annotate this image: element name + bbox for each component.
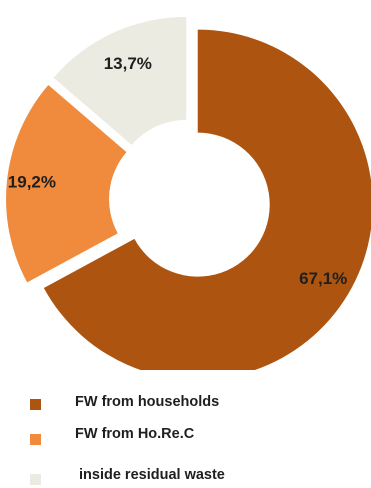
legend-label-residual: inside residual waste: [79, 467, 225, 483]
slice-label-households: 67,1%: [299, 269, 347, 288]
legend-item-households: FW from households: [0, 392, 371, 414]
slice-label-horec: 19,2%: [8, 173, 56, 192]
slice-residual: [53, 16, 187, 145]
slice-label-residual: 13,7%: [104, 54, 152, 73]
slice-horec: [6, 84, 127, 283]
legend-item-residual: inside residual waste: [0, 466, 371, 488]
slice-households: [43, 29, 371, 370]
legend-item-horec: FW from Ho.Re.C: [0, 426, 371, 448]
legend-swatch-horec: [30, 434, 41, 445]
legend-swatch-households: [30, 399, 41, 410]
legend-label-horec: FW from Ho.Re.C: [75, 426, 195, 442]
donut-chart: 67,1% 19,2% 13,7%: [6, 16, 371, 370]
legend-label-households: FW from households: [75, 394, 220, 410]
legend-swatch-residual: [30, 474, 41, 485]
